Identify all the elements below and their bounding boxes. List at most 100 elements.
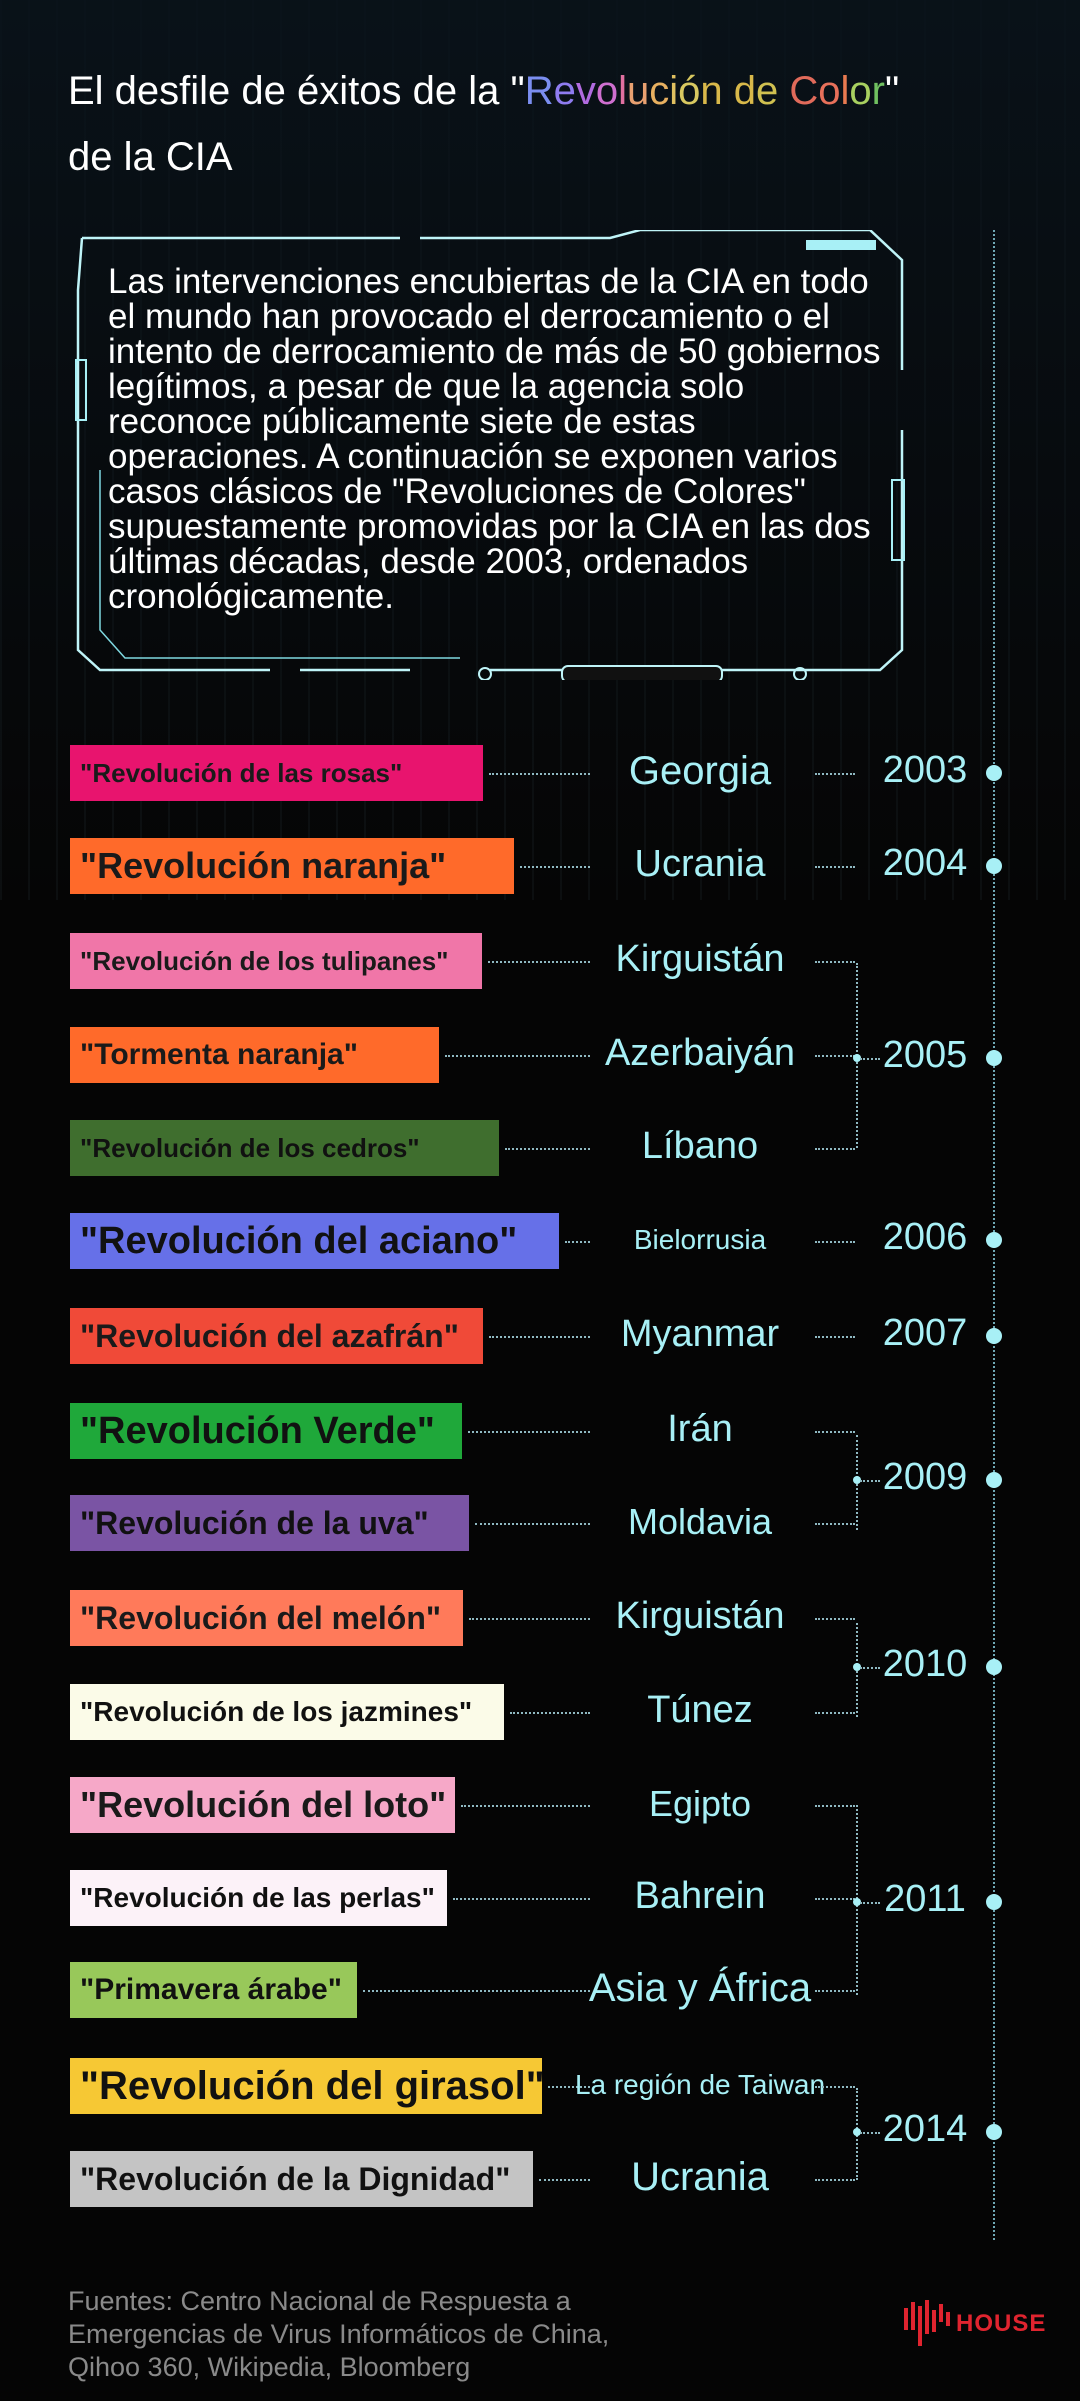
country-label: Bahrein xyxy=(634,1875,766,1918)
group-dot xyxy=(853,1663,861,1671)
leader-line xyxy=(475,1523,590,1525)
intro-paragraph: Las intervenciones encubiertas de la CIA… xyxy=(108,262,881,616)
leader-line-right xyxy=(815,1618,855,1620)
year-label: 2005 xyxy=(882,1034,968,1076)
country-label: Azerbaiyán xyxy=(604,1032,796,1075)
group-dot xyxy=(853,1476,861,1484)
title-segment: C xyxy=(789,69,819,113)
timeline-dot xyxy=(986,1050,1002,1066)
intro-frame xyxy=(70,230,910,680)
year-label: 2009 xyxy=(882,1456,968,1498)
country-label: Ucrania xyxy=(631,2155,769,2199)
event-label: "Revolución de los cedros" xyxy=(70,1120,499,1176)
leader-line xyxy=(461,1805,590,1807)
leader-line xyxy=(489,773,590,775)
event-label: "Revolución del melón" xyxy=(70,1590,463,1646)
title-segment: l xyxy=(618,69,627,113)
group-connector xyxy=(860,2132,880,2134)
leader-line-right xyxy=(815,1055,855,1057)
leader-line xyxy=(505,1148,590,1150)
house-logo xyxy=(904,2300,950,2346)
leader-line-right xyxy=(815,1431,855,1433)
title-segment: El desfile de éxitos de la " xyxy=(68,69,525,113)
country-label: Egipto xyxy=(648,1783,752,1825)
group-dot xyxy=(853,1054,861,1062)
event-label: "Revolución Verde" xyxy=(70,1403,462,1459)
leader-line xyxy=(469,1618,590,1620)
year-label: 2004 xyxy=(882,842,968,884)
event-label: "Tormenta naranja" xyxy=(70,1027,439,1083)
title-segment: u xyxy=(626,69,650,113)
leader-line xyxy=(565,1241,590,1243)
event-label: "Revolución de las perlas" xyxy=(70,1870,447,1926)
leader-line-right xyxy=(815,2179,855,2181)
title-segment: v xyxy=(575,69,596,113)
year-label: 2007 xyxy=(882,1312,968,1354)
country-label: La región de Taiwan xyxy=(574,2069,826,2101)
leader-line-right xyxy=(815,1241,855,1243)
title-segment: n d xyxy=(700,69,756,113)
title-segment: de la CIA xyxy=(68,135,233,179)
country-label: Myanmar xyxy=(620,1313,780,1356)
leader-line xyxy=(453,1898,590,1900)
sources-text: Fuentes: Centro Nacional de Respuesta a … xyxy=(68,2286,610,2382)
country-label: Túnez xyxy=(647,1689,753,1732)
leader-line xyxy=(520,866,590,868)
timeline-dot xyxy=(986,1472,1002,1488)
page-title: El desfile de éxitos de la "Revolución d… xyxy=(68,58,1028,190)
title-segment: r xyxy=(871,69,885,113)
title-segment: o xyxy=(818,69,841,113)
leader-line xyxy=(539,2179,590,2181)
leader-line-right xyxy=(815,1712,855,1714)
timeline-dot xyxy=(986,1328,1002,1344)
group-connector xyxy=(860,1058,880,1060)
leader-line xyxy=(510,1712,590,1714)
title-segment: ó xyxy=(678,69,701,113)
country-label: Líbano xyxy=(641,1125,759,1168)
timeline-dot xyxy=(986,1659,1002,1675)
leader-line xyxy=(489,1336,590,1338)
event-label: "Revolución naranja" xyxy=(70,838,514,894)
title-segment: i xyxy=(669,69,679,113)
title-segment: e xyxy=(553,69,576,113)
event-label: "Revolución de las rosas" xyxy=(70,745,483,801)
leader-line xyxy=(445,1055,590,1057)
event-label: "Revolución de los jazmines" xyxy=(70,1684,504,1740)
leader-line-right xyxy=(815,1336,855,1338)
title-segment: e xyxy=(755,69,790,113)
leader-line-right xyxy=(815,1898,855,1900)
hud-frame-graphic xyxy=(75,230,905,680)
leader-line-right xyxy=(815,1805,855,1807)
timeline-dot xyxy=(986,765,1002,781)
event-label: "Revolución de la uva" xyxy=(70,1495,469,1551)
timeline-dot xyxy=(986,1232,1002,1248)
year-label: 2003 xyxy=(882,749,968,791)
group-dot xyxy=(853,2128,861,2136)
country-label: Kirguistán xyxy=(615,1595,785,1638)
event-label: "Revolución del loto" xyxy=(70,1777,455,1833)
title-segment: " xyxy=(884,69,900,113)
group-connector xyxy=(860,1902,880,1904)
event-label: "Revolución de la Dignidad" xyxy=(70,2151,533,2207)
country-label: Asia y África xyxy=(588,1966,812,2010)
leader-line-right xyxy=(815,1523,855,1525)
event-label: "Revolución de los tulipanes" xyxy=(70,933,482,989)
event-label: "Revolución del azafrán" xyxy=(70,1308,483,1364)
country-label: Moldavia xyxy=(627,1501,773,1543)
country-label: Ucrania xyxy=(634,843,766,886)
event-label: "Primavera árabe" xyxy=(70,1962,357,2018)
leader-line xyxy=(548,2086,590,2088)
title-segment: R xyxy=(524,69,554,113)
country-label: Georgia xyxy=(628,749,772,793)
title-segment: l xyxy=(840,69,850,113)
title-segment: o xyxy=(849,69,872,113)
leader-line-right xyxy=(815,1990,855,1992)
leader-line xyxy=(468,1431,590,1433)
year-label: 2014 xyxy=(882,2108,968,2150)
country-label: Bielorrusia xyxy=(633,1224,767,1256)
year-label: 2011 xyxy=(884,1878,966,1920)
leader-line-right xyxy=(815,961,855,963)
year-label: 2006 xyxy=(882,1216,968,1258)
leader-line xyxy=(488,961,590,963)
event-label: "Revolución del girasol" xyxy=(70,2058,545,2114)
